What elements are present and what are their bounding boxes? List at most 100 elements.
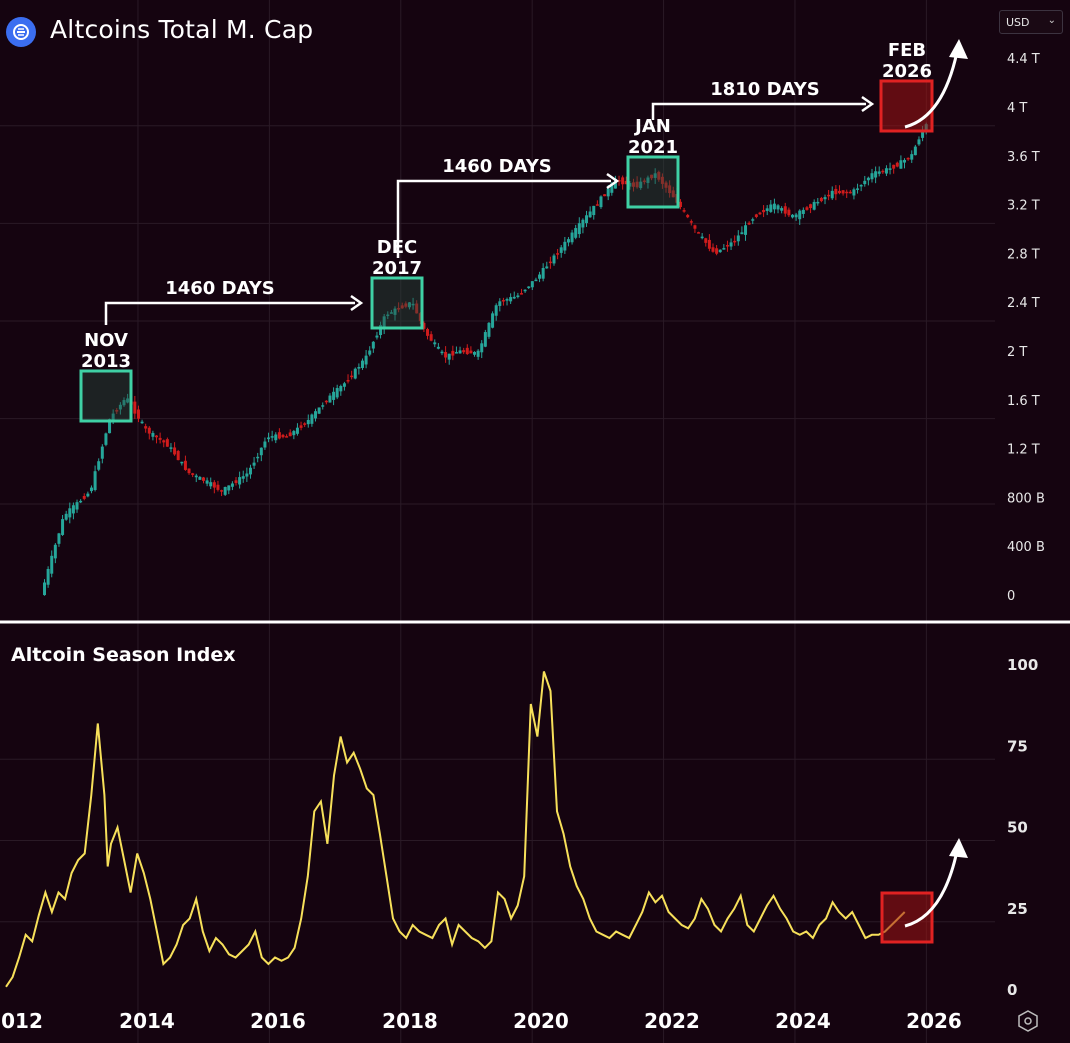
candles-group [43, 122, 928, 596]
candle-body [577, 223, 581, 235]
candle-body [476, 350, 480, 357]
candle-body [848, 191, 852, 194]
candle-body [740, 232, 744, 235]
candle-body [191, 473, 195, 475]
candle-body [892, 164, 896, 169]
candle-body [805, 207, 809, 210]
up-arrow-upper-line [904, 51, 959, 129]
candle-body [79, 500, 83, 503]
candle-body [841, 190, 845, 194]
exchange-logo-icon [6, 17, 36, 47]
candle-body [697, 232, 701, 234]
x-tick-label: 2026 [906, 1009, 962, 1033]
y-tick-label: 1.6 T [1007, 394, 1040, 409]
candle-body [389, 312, 393, 314]
candle-body [458, 350, 462, 354]
candle-body [295, 427, 299, 434]
candle-body [310, 414, 314, 424]
candle-body [285, 436, 289, 438]
candle-body [852, 189, 856, 196]
settings-hexagon-icon[interactable] [1015, 1008, 1041, 1034]
candle-body [527, 286, 531, 289]
candle-body [903, 159, 907, 163]
annotation-month-label: JAN [633, 116, 671, 137]
candle-body [635, 181, 639, 188]
candle-body [722, 248, 726, 250]
candle-body [429, 334, 433, 341]
candle-body [884, 168, 888, 174]
candle-body [837, 190, 841, 194]
grid-lines [0, 0, 995, 1043]
candle-body [718, 249, 722, 253]
candle-body [252, 462, 256, 466]
candle-body [729, 242, 733, 247]
candle-body [870, 173, 874, 180]
interval-arrow-head [350, 294, 364, 312]
candle-body [375, 335, 379, 338]
candle-body [263, 441, 267, 448]
up-arrow-lower-head [949, 838, 968, 858]
candle-body [353, 368, 357, 379]
candle-body [632, 182, 636, 187]
candle-body [559, 247, 563, 253]
y-tick-label: 2.4 T [1007, 296, 1040, 311]
candle-body [595, 204, 599, 206]
candle-body [75, 502, 79, 510]
candle-body [288, 432, 292, 437]
candle-body [910, 154, 914, 160]
candle-body [303, 423, 307, 425]
candle-body [382, 316, 386, 329]
candle-body [238, 477, 242, 485]
candle-body [765, 208, 769, 211]
y-tick-label: 1.2 T [1007, 443, 1040, 458]
candle-body [830, 190, 834, 199]
candle-body [530, 281, 534, 288]
candle-body [874, 171, 878, 178]
x-tick-label: 2024 [775, 1009, 831, 1033]
candle-body [306, 419, 310, 425]
candle-body [783, 206, 787, 214]
currency-select-value: USD [1006, 16, 1030, 29]
currency-select[interactable]: USD ⌄ [999, 10, 1063, 34]
candle-body [845, 191, 849, 194]
x-tick-label: 012 [1, 1009, 43, 1033]
candle-body [827, 194, 831, 197]
candle-body [451, 350, 455, 356]
annotation-year-label: 2021 [628, 137, 678, 158]
candle-body [657, 171, 661, 180]
candle-body [447, 353, 451, 360]
candle-body [913, 146, 917, 156]
candle-body [794, 214, 798, 218]
y-tick-label: 0 [1007, 589, 1015, 604]
candle-body [624, 180, 628, 185]
candle-body [53, 544, 57, 559]
candle-body [744, 225, 748, 235]
candle-body [689, 221, 693, 223]
candle-body [158, 437, 162, 440]
candle-body [71, 505, 75, 514]
candle-body [194, 475, 198, 478]
candle-body [809, 204, 813, 209]
interval-arrow-line [396, 179, 611, 258]
candle-body [660, 176, 664, 184]
candle-body [523, 289, 527, 292]
candle-body [292, 431, 296, 436]
candle-body [563, 241, 567, 251]
y-tick-label: 800 B [1007, 491, 1045, 506]
candle-body [588, 211, 592, 218]
interval-arrow-head [606, 172, 620, 190]
chevron-down-icon: ⌄ [1047, 15, 1056, 26]
highlight-box [79, 369, 133, 423]
highlight-box [626, 155, 680, 209]
candle-body [162, 440, 166, 443]
candle-body [480, 343, 484, 353]
candle-body [483, 332, 487, 347]
candle-body [223, 487, 227, 495]
highlight-box [370, 276, 424, 330]
candle-body [725, 245, 729, 247]
candle-body [899, 160, 903, 169]
candle-body [180, 461, 184, 464]
candle-body [317, 407, 321, 414]
candle-body [440, 351, 444, 354]
candle-body [314, 411, 318, 419]
